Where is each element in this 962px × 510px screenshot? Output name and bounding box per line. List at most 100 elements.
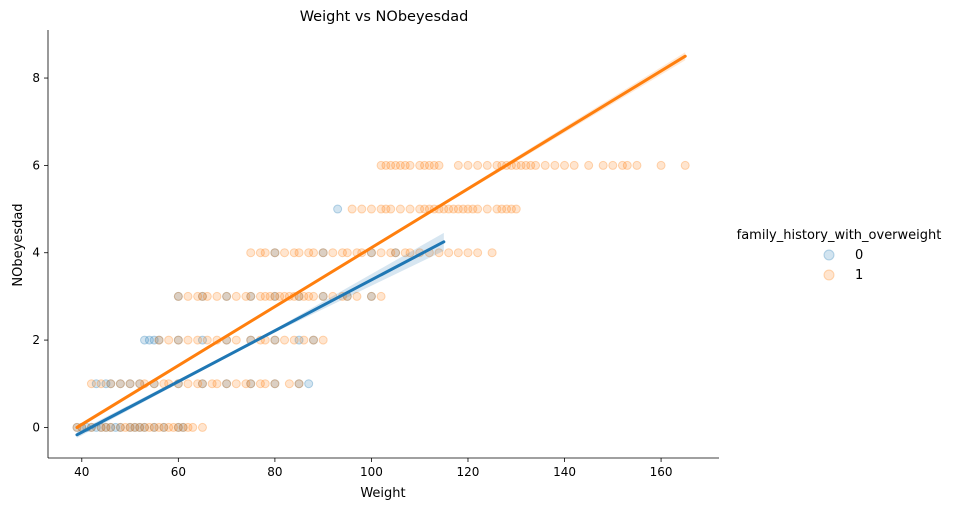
series-1-point (632, 160, 642, 170)
series-0-point (154, 335, 164, 345)
y-tick-label: 0 (32, 420, 40, 434)
series-0-point (125, 379, 135, 389)
series-1-point (144, 422, 154, 432)
y-tick-label: 4 (32, 246, 40, 260)
series-1-point (386, 248, 396, 258)
series-1-point (342, 248, 352, 258)
series-0-point (106, 379, 116, 389)
series-1-point (506, 204, 516, 214)
series-1-point (376, 204, 386, 214)
series-1-point (617, 160, 627, 170)
series-1-point (289, 248, 299, 258)
series-1-point (106, 422, 116, 432)
series-1-point (299, 335, 309, 345)
series-1-point (140, 422, 150, 432)
series-0-point (270, 291, 280, 301)
series-1-point (318, 335, 328, 345)
series-1-point (318, 291, 328, 301)
y-tick-label: 8 (32, 71, 40, 85)
series-0-point (222, 379, 232, 389)
series-0-point (318, 248, 328, 258)
series-1-point (265, 291, 275, 301)
series-0-point (270, 335, 280, 345)
series-1-point (463, 204, 473, 214)
series-1-point (376, 291, 386, 301)
series-1-point (197, 291, 207, 301)
series-1-point (294, 379, 304, 389)
y-tick-label: 2 (32, 333, 40, 347)
series-1-point (212, 291, 222, 301)
series-1-point (420, 204, 430, 214)
legend-title: family_history_with_overweight (737, 228, 942, 243)
series-1-point (448, 204, 458, 214)
series-1-point (202, 291, 212, 301)
series-0-point (149, 335, 159, 345)
series-1-point (270, 291, 280, 301)
series-1-point (458, 204, 468, 214)
series-1-point (309, 291, 319, 301)
series-0-point (197, 335, 207, 345)
series-1-point (246, 379, 256, 389)
series-1-point (328, 248, 338, 258)
series-1-point (135, 422, 145, 432)
series-0-point (101, 422, 111, 432)
series-1-point (304, 291, 314, 301)
series-1-point (391, 160, 401, 170)
legend-marker-0 (823, 249, 835, 261)
series-0-point (130, 422, 140, 432)
x-tick-label: 60 (171, 465, 186, 479)
series-1-point (680, 160, 690, 170)
chart-title: Weight vs NObeyesdad (300, 9, 469, 25)
series-1-point (96, 379, 106, 389)
series-1-point (395, 160, 405, 170)
series-1-point (337, 248, 347, 258)
series-1-point (482, 204, 492, 214)
series-1-point (125, 379, 135, 389)
series-1-point (241, 291, 251, 301)
series-1-point (444, 204, 454, 214)
series-1-point (608, 160, 618, 170)
series-1-point (453, 160, 463, 170)
series-1-point (584, 160, 594, 170)
series-1-point (463, 248, 473, 258)
series-0-point (391, 248, 401, 258)
series-0-point (304, 379, 314, 389)
series-1-point (183, 422, 193, 432)
series-1-point (473, 160, 483, 170)
series-1-point (178, 422, 188, 432)
series-1-point (550, 160, 560, 170)
series-1-point (86, 379, 96, 389)
series-1-point (284, 379, 294, 389)
series-1-points (72, 160, 690, 432)
series-1-point (183, 291, 193, 301)
legend: family_history_with_overweight 0 1 (737, 228, 942, 283)
series-1-point (260, 248, 270, 258)
series-0-point (173, 291, 183, 301)
series-1-point (453, 204, 463, 214)
series-1-point (521, 160, 531, 170)
series-1-point (516, 160, 526, 170)
y-ticks: 0 2 4 6 8 (32, 71, 48, 434)
series-0-point (197, 291, 207, 301)
series-1-point (149, 422, 159, 432)
series-0-point (149, 422, 159, 432)
x-tick-label: 160 (650, 465, 673, 479)
series-1-point (405, 160, 415, 170)
series-1-point (125, 422, 135, 432)
series-1-point (231, 335, 241, 345)
series-1-point (492, 204, 502, 214)
series-1-point (376, 160, 386, 170)
series-0-point (333, 204, 343, 214)
x-tick-label: 40 (74, 465, 89, 479)
series-1-point (386, 160, 396, 170)
series-1-point (511, 204, 521, 214)
series-1-point (656, 160, 666, 170)
series-1-point (169, 422, 179, 432)
series-0-point (159, 422, 169, 432)
series-1-point (231, 379, 241, 389)
series-1-point (222, 379, 232, 389)
series-1-point (212, 379, 222, 389)
series-1-point (366, 291, 376, 301)
series-0-regression-line (75, 240, 446, 437)
x-tick-label: 120 (457, 465, 480, 479)
